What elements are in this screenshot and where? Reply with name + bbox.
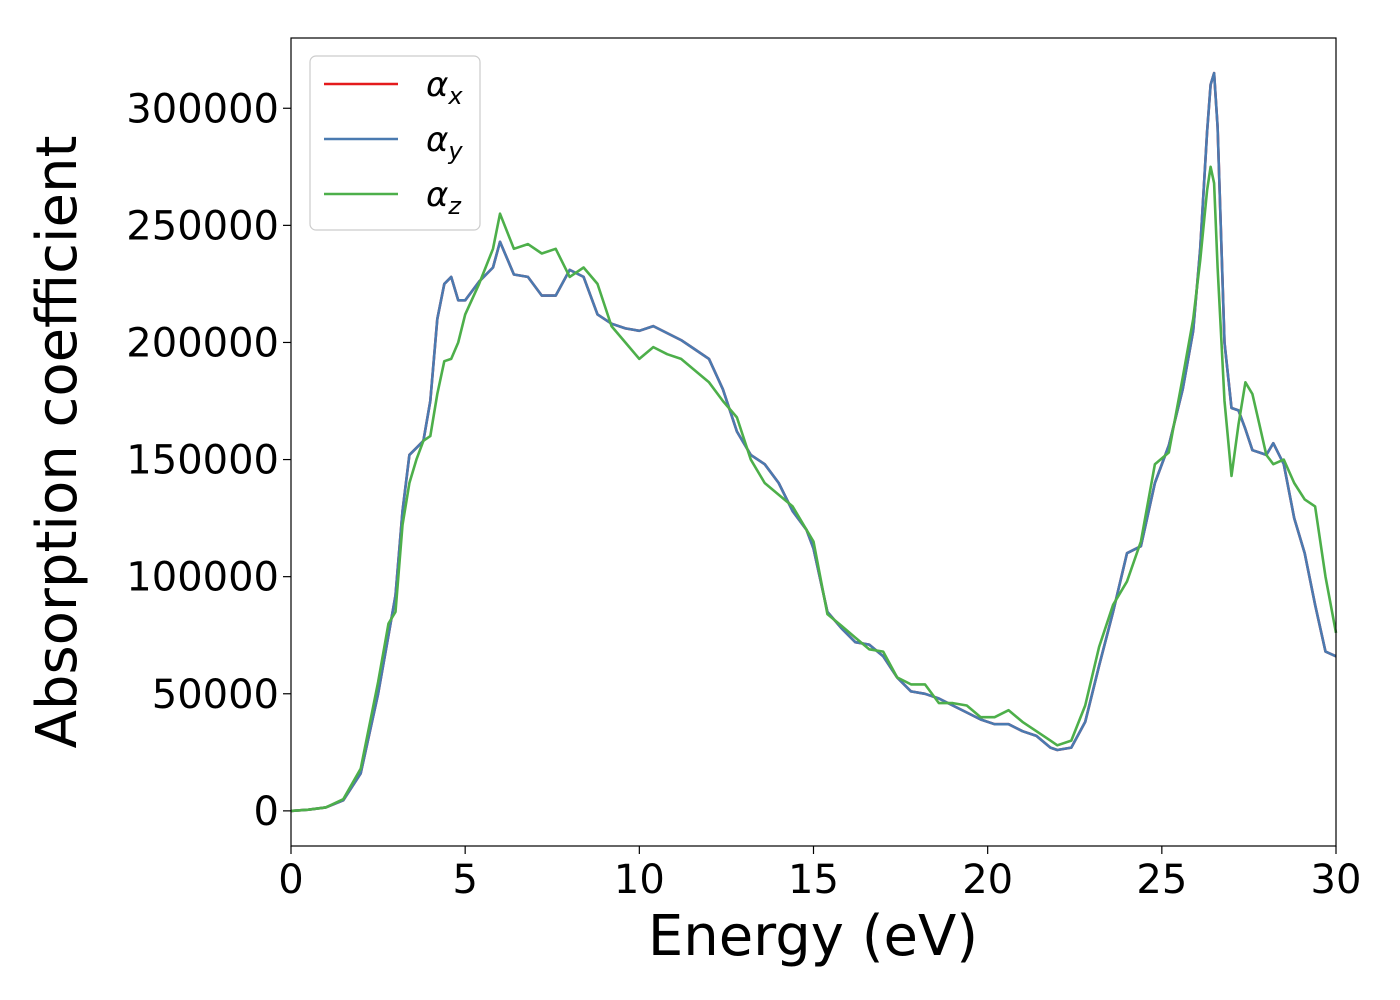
series-line-alpha-z <box>290 165 1338 813</box>
legend-label-base: α <box>426 120 448 160</box>
y-tick-label: 100000 <box>126 555 279 601</box>
x-tick-label: 5 <box>452 857 477 903</box>
legend-label-subscript: y <box>447 137 463 165</box>
y-axis: 0 50000 100000 150000 200000 250000 300000 <box>126 86 291 835</box>
x-tick-label: 20 <box>962 857 1013 903</box>
legend-label-subscript: z <box>447 192 462 220</box>
legend-label-alpha-x: αx <box>426 65 463 110</box>
y-tick-label: 150000 <box>126 438 279 484</box>
legend-label-base: α <box>426 65 448 105</box>
y-axis-title: Absorption coefficient <box>25 136 90 749</box>
y-tick-label: 50000 <box>152 672 279 718</box>
y-tick-label: 250000 <box>126 203 279 249</box>
plot-frame <box>290 37 1337 847</box>
x-tick-label: 0 <box>278 857 303 903</box>
series-layer <box>290 71 1338 813</box>
legend-label-base: α <box>426 175 448 215</box>
legend-label-alpha-y: αy <box>426 120 463 165</box>
legend-label-subscript: x <box>447 82 463 110</box>
series-line-alpha-y <box>290 71 1337 813</box>
x-axis: 0 5 10 15 20 25 30 <box>278 846 1361 903</box>
y-tick-label: 200000 <box>126 320 279 366</box>
x-axis-title: Energy (eV) <box>648 904 978 969</box>
legend-label-alpha-z: αz <box>426 175 462 220</box>
y-tick-label: 300000 <box>126 86 279 132</box>
x-tick-label: 15 <box>788 857 839 903</box>
legend-box <box>309 55 481 231</box>
x-tick-label: 30 <box>1311 857 1362 903</box>
y-tick-label: 0 <box>254 789 279 835</box>
x-tick-label: 10 <box>614 857 665 903</box>
x-tick-label: 25 <box>1136 857 1187 903</box>
